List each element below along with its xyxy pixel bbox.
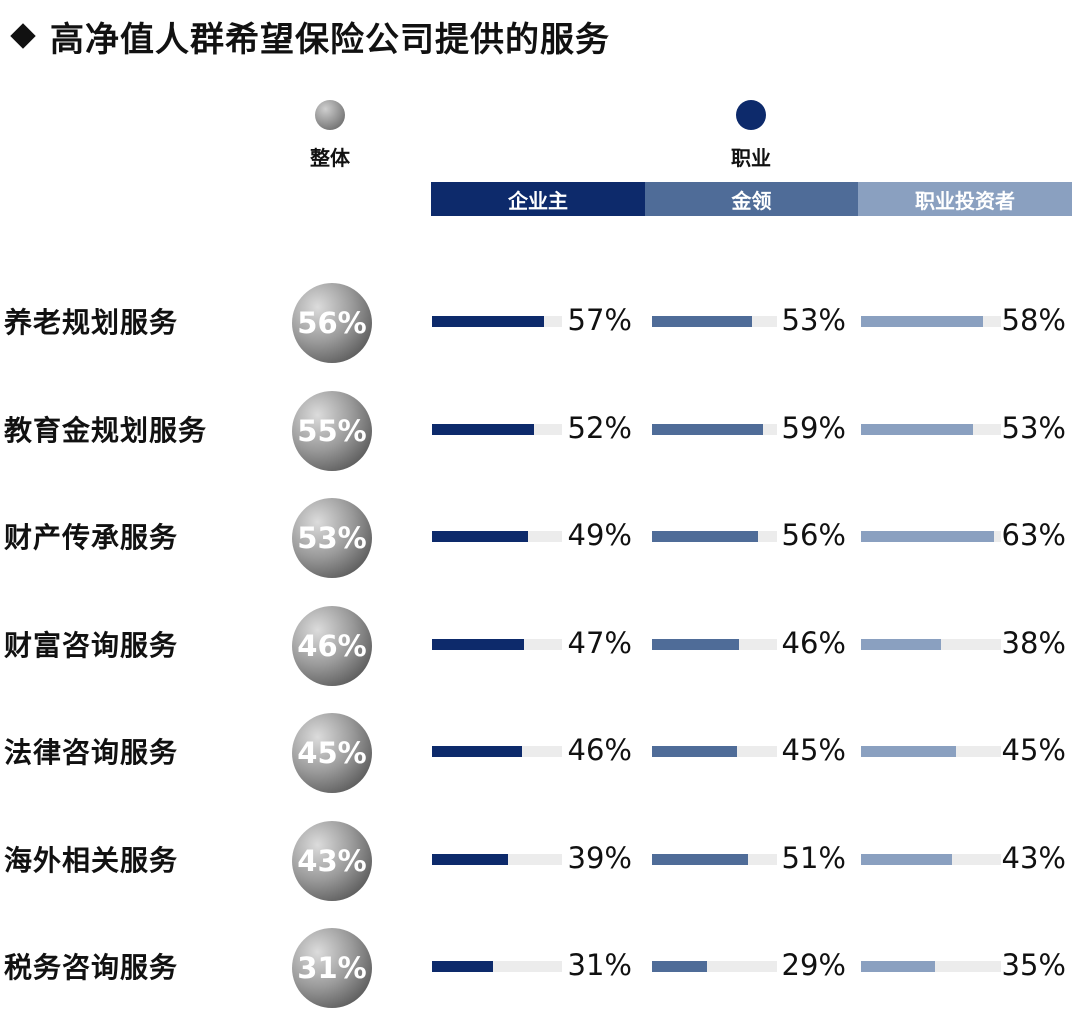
- bar-0: [432, 961, 493, 972]
- bar-1: [652, 316, 752, 327]
- bar-1: [652, 961, 707, 972]
- bar-value-label: 45%: [1001, 733, 1066, 767]
- bar-track: [861, 531, 1001, 542]
- bar-0: [432, 638, 524, 650]
- bar-2: [861, 961, 935, 972]
- bar-1: [652, 746, 737, 757]
- overall-value-bubble: 31%: [292, 928, 372, 1008]
- bar-value-label: 53%: [1001, 410, 1066, 445]
- bar-track: [432, 316, 562, 327]
- bar-value-label: 63%: [1001, 518, 1066, 552]
- bar-0: [432, 746, 522, 757]
- overall-value-bubble: 43%: [292, 820, 372, 901]
- bar-value-label: 46%: [567, 733, 632, 767]
- chart-title-text: 高净值人群希望保险公司提供的服务: [50, 19, 610, 60]
- column-header-0: 企业主: [431, 182, 645, 216]
- bar-track: [652, 961, 777, 972]
- bar-track: [861, 638, 1001, 650]
- chart-title: 高净值人群希望保险公司提供的服务: [8, 12, 610, 60]
- bar-value-label: 51%: [781, 840, 846, 875]
- legend-occupation-label: 职业: [731, 146, 771, 170]
- bar-track: [652, 638, 777, 650]
- category-label: 海外相关服务: [4, 843, 179, 877]
- bar-2: [861, 423, 973, 435]
- bar-2: [861, 638, 941, 650]
- overall-value-bubble: 55%: [292, 390, 372, 471]
- category-label: 税务咨询服务: [4, 951, 179, 984]
- bar-track: [432, 638, 562, 650]
- bar-2: [861, 531, 994, 542]
- bar-track: [861, 316, 1001, 327]
- category-label: 财产传承服务: [4, 521, 179, 554]
- column-header-2: 职业投资者: [858, 182, 1072, 216]
- overall-value-bubble: 56%: [292, 283, 372, 363]
- bar-value-label: 45%: [781, 733, 846, 767]
- overall-value-bubble: 46%: [292, 605, 372, 686]
- diamond-bullet-icon: [10, 23, 36, 49]
- bar-track: [861, 961, 1001, 972]
- bar-track: [432, 531, 562, 542]
- bar-value-label: 47%: [567, 625, 632, 660]
- bar-0: [432, 531, 528, 542]
- bar-0: [432, 853, 508, 865]
- bar-value-label: 49%: [567, 518, 632, 552]
- bar-1: [652, 638, 739, 650]
- bar-1: [652, 531, 758, 542]
- bar-track: [432, 961, 562, 972]
- overall-value-bubble: 53%: [292, 498, 372, 578]
- bar-value-label: 52%: [567, 410, 632, 445]
- bar-track: [861, 423, 1001, 435]
- legend-overall-label: 整体: [310, 146, 350, 170]
- bar-2: [861, 316, 983, 327]
- bar-value-label: 56%: [781, 518, 846, 552]
- bar-2: [861, 746, 956, 757]
- bar-track: [861, 746, 1001, 757]
- bar-track: [432, 853, 562, 865]
- bar-track: [432, 423, 562, 435]
- overall-value-bubble: 45%: [292, 713, 372, 793]
- category-label: 教育金规划服务: [4, 413, 208, 447]
- bar-value-label: 59%: [781, 410, 846, 445]
- bar-value-label: 46%: [781, 625, 846, 660]
- bar-track: [861, 853, 1001, 865]
- bar-2: [861, 853, 952, 865]
- bar-value-label: 39%: [567, 840, 632, 875]
- category-label: 法律咨询服务: [4, 736, 179, 769]
- bar-value-label: 31%: [567, 948, 632, 982]
- bar-value-label: 57%: [567, 303, 632, 337]
- bar-track: [652, 316, 777, 327]
- legend-occupation-dot: [736, 100, 766, 130]
- column-header-1: 金领: [645, 182, 858, 216]
- bar-track: [652, 531, 777, 542]
- bar-value-label: 53%: [781, 303, 846, 337]
- bar-value-label: 29%: [781, 948, 846, 982]
- bar-1: [652, 853, 748, 865]
- bar-track: [652, 423, 777, 435]
- bar-track: [652, 746, 777, 757]
- legend-overall-dot: [315, 100, 345, 130]
- bar-1: [652, 423, 763, 435]
- category-label: 财富咨询服务: [4, 628, 179, 662]
- bar-track: [652, 853, 777, 865]
- bar-0: [432, 316, 544, 327]
- bar-0: [432, 423, 534, 435]
- bar-value-label: 38%: [1001, 625, 1066, 660]
- bar-value-label: 43%: [1001, 840, 1066, 875]
- category-label: 养老规划服务: [4, 306, 179, 339]
- bar-track: [432, 746, 562, 757]
- bar-value-label: 58%: [1001, 303, 1066, 337]
- bar-value-label: 35%: [1001, 948, 1066, 982]
